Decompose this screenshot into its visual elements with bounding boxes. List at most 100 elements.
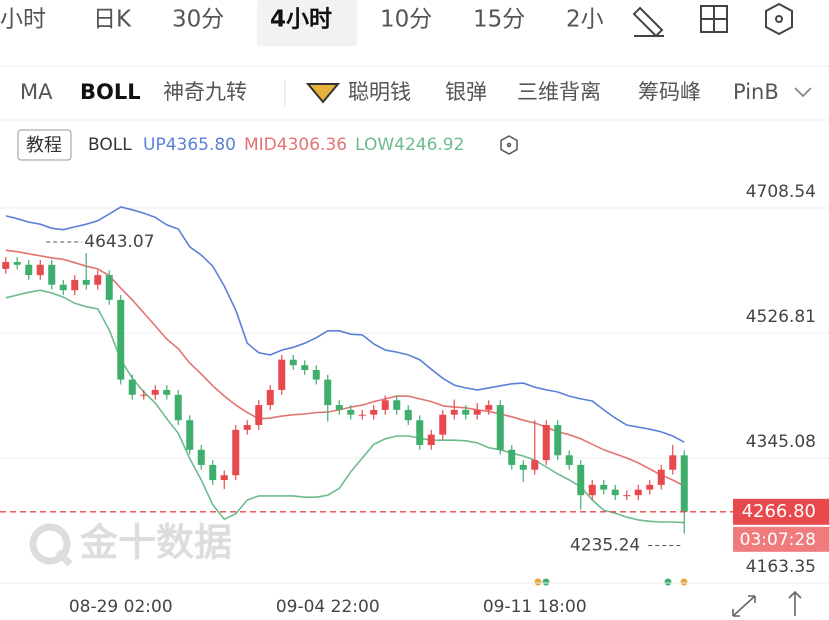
tab[interactable]: 30分 xyxy=(172,7,224,33)
tutorial-button[interactable] xyxy=(17,129,72,161)
candle-body xyxy=(404,409,412,421)
fade xyxy=(785,76,829,112)
tab[interactable]: 10分 xyxy=(380,7,432,33)
candle-body xyxy=(186,420,194,450)
candle-body xyxy=(140,394,148,396)
indicator[interactable]: PinB xyxy=(733,80,779,104)
last-price-tag xyxy=(733,498,829,525)
boll-line xyxy=(5,249,685,487)
candle-body xyxy=(531,460,539,470)
candle-body xyxy=(347,409,355,415)
tutorial-label[interactable]: 教程 xyxy=(26,135,62,156)
tab[interactable]: 小时 xyxy=(0,7,46,33)
candle-body xyxy=(13,262,21,265)
candle-body xyxy=(450,409,458,415)
tab[interactable]: 15分 xyxy=(473,7,525,33)
candle-body xyxy=(393,400,401,410)
legend-item: LOW4246.92 xyxy=(355,135,464,155)
candle-body xyxy=(163,389,171,395)
candle-body xyxy=(485,405,493,410)
chevron[interactable] xyxy=(794,87,812,98)
indicator[interactable]: 三维背离 xyxy=(517,80,601,104)
expand-icon[interactable] xyxy=(732,595,756,617)
indicator[interactable]: 银弹 xyxy=(445,80,487,104)
candle-body xyxy=(577,464,585,496)
indicator[interactable]: 筹码峰 xyxy=(638,80,701,104)
draw-icon[interactable] xyxy=(632,6,664,38)
indicator-title: BOLL xyxy=(88,135,132,155)
watermark: 金十数据 xyxy=(29,521,232,567)
candle-body xyxy=(646,484,654,490)
indicator[interactable]: 聪明钱 xyxy=(348,80,411,104)
plot xyxy=(0,206,829,584)
event-dots xyxy=(534,578,688,586)
candle-body xyxy=(243,425,251,430)
candle-body xyxy=(266,389,274,406)
smart-money-icon xyxy=(305,83,341,104)
candle-body xyxy=(71,279,79,291)
x-tick-label: 09-04 22:00 xyxy=(276,597,380,617)
y-tick-label: 4708.54 xyxy=(746,182,816,202)
indicator-settings[interactable] xyxy=(500,135,518,155)
candle-body xyxy=(151,389,159,395)
tab[interactable]: 日K xyxy=(93,7,132,33)
candle-body xyxy=(117,299,125,380)
min-label: 4235.24 xyxy=(570,536,640,556)
candle-body xyxy=(416,420,424,445)
last-price-label: 4266.80 xyxy=(742,501,816,522)
candle-body xyxy=(680,455,688,512)
candle-body xyxy=(2,262,10,269)
candle-body xyxy=(128,379,136,395)
candle-body xyxy=(381,400,389,410)
indicator[interactable]: 神奇九转 xyxy=(163,80,247,104)
candle-body xyxy=(623,495,631,497)
candle-body xyxy=(427,434,435,445)
tab-active[interactable]: 4小时 xyxy=(270,7,332,33)
candle-body xyxy=(439,414,447,435)
layout-icon[interactable] xyxy=(700,5,728,33)
candle-body xyxy=(519,464,527,470)
candle-body xyxy=(473,409,481,415)
candle-body xyxy=(255,405,263,426)
x-tick-label: 09-11 18:00 xyxy=(483,597,587,617)
candle-body xyxy=(634,489,642,496)
candle-body xyxy=(335,405,343,410)
max-label: 4643.07 xyxy=(84,232,154,252)
tab[interactable]: 2小 xyxy=(566,7,604,33)
settings-icon[interactable] xyxy=(765,2,793,36)
candle-body xyxy=(657,469,665,485)
candle-body xyxy=(588,484,596,496)
indicator-active[interactable]: BOLL xyxy=(80,80,141,104)
candle-body xyxy=(565,455,573,465)
candle-body xyxy=(370,409,378,415)
active-tab-bg xyxy=(257,0,357,46)
candle-body xyxy=(105,275,113,300)
candle-body xyxy=(278,359,286,390)
x-tick-label: 08-29 02:00 xyxy=(69,597,173,617)
watermark-text: 金十数据 xyxy=(79,521,232,565)
tab-fade xyxy=(606,0,626,46)
candle-body xyxy=(669,455,677,470)
y-tick-label: 4526.81 xyxy=(746,307,816,327)
candle-body xyxy=(289,359,297,366)
legend-item: MID4306.36 xyxy=(244,135,347,155)
candle-body xyxy=(174,394,182,421)
candle-body xyxy=(496,405,504,450)
candle-body xyxy=(611,489,619,496)
candle-body xyxy=(324,379,332,406)
indicator[interactable]: MA xyxy=(20,80,53,104)
candle-body xyxy=(36,264,44,276)
scale-icon[interactable] xyxy=(788,590,802,616)
boll-line xyxy=(5,206,685,443)
candle-body xyxy=(25,264,33,276)
candle-body xyxy=(232,429,240,476)
candle-body xyxy=(462,409,470,415)
countdown-tag xyxy=(733,526,829,552)
candle-body xyxy=(209,464,217,481)
candle-body xyxy=(542,425,550,461)
candle-body xyxy=(82,279,90,285)
candle-body xyxy=(312,370,320,380)
candle-body xyxy=(59,284,67,291)
candle-body xyxy=(508,449,516,465)
